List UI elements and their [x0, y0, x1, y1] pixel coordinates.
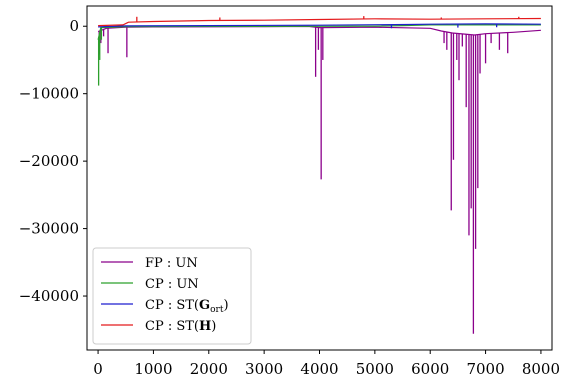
y-tick-label: −10000 [19, 85, 79, 103]
y-axis: 0 −10000 −20000 −30000 −40000 [19, 17, 87, 305]
series-layer [97, 16, 541, 334]
legend-label-0: FP : UN [145, 256, 198, 271]
x-tick-label: 7000 [466, 360, 504, 378]
x-tick-label: 6000 [411, 360, 449, 378]
series-line-3 [98, 17, 541, 27]
x-tick-label: 2000 [190, 360, 228, 378]
series-line-1 [97, 24, 541, 40]
y-tick-label: −30000 [19, 220, 79, 238]
legend: FP : UN CP : UN CP : ST(Gort) CP : ST(H) [92, 247, 252, 345]
x-tick-label: 3000 [245, 360, 283, 378]
x-tick-label: 8000 [522, 360, 560, 378]
x-axis: 0 1000 2000 3000 4000 5000 6000 7000 8000 [93, 350, 560, 378]
legend-label-1: CP : UN [145, 277, 199, 292]
series-line-2 [98, 23, 541, 28]
x-tick-label: 0 [93, 360, 103, 378]
y-tick-label: 0 [69, 17, 79, 35]
legend-label-2: CP : ST(Gort) [145, 298, 229, 315]
x-tick-label: 4000 [300, 360, 338, 378]
legend-label-3: CP : ST(H) [145, 319, 216, 334]
legend-box [92, 247, 252, 345]
y-tick-label: −40000 [19, 287, 79, 305]
y-tick-label: −20000 [19, 152, 79, 170]
x-tick-label: 1000 [134, 360, 172, 378]
x-tick-label: 5000 [356, 360, 394, 378]
